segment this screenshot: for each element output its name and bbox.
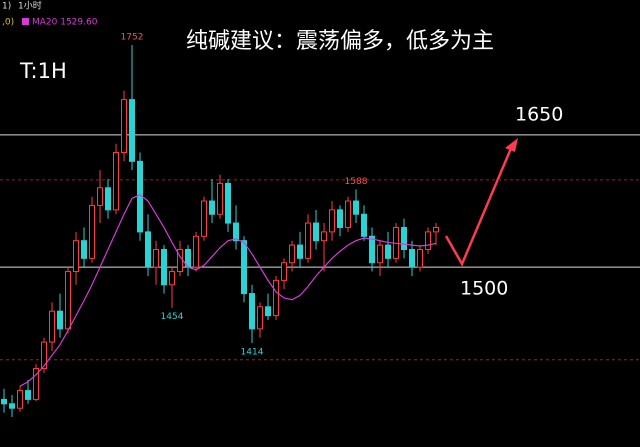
candle-body — [297, 244, 303, 259]
candle-body — [169, 271, 175, 286]
candle-body — [289, 244, 295, 264]
ma-line — [19, 194, 437, 387]
candle-body — [225, 182, 231, 224]
arrow — [444, 145, 514, 267]
candle-body — [409, 249, 415, 268]
candle-body — [353, 200, 359, 215]
timeframe: T:1H — [19, 59, 67, 83]
candle-body — [345, 200, 351, 228]
level-label: 1650 — [515, 103, 563, 125]
candle-body — [129, 99, 135, 162]
level-label: 1500 — [460, 278, 508, 300]
candle-body — [81, 240, 87, 259]
candle-body — [73, 240, 79, 273]
candle-body — [377, 244, 383, 264]
candle-body — [17, 390, 23, 409]
candle-body — [249, 293, 255, 330]
high-label: 1752 — [121, 32, 144, 42]
candle-body — [273, 279, 279, 317]
candle-body — [209, 200, 215, 215]
candle-body — [9, 403, 15, 409]
candle-body — [25, 390, 31, 400]
candle-body — [33, 368, 39, 400]
candle-body — [57, 310, 63, 330]
icon — [22, 18, 29, 25]
tab[interactable]: 1) — [2, 2, 11, 12]
arrow-head — [505, 138, 518, 152]
high-label: 1588 — [345, 177, 368, 187]
candle-body — [257, 306, 263, 330]
candle-body — [401, 226, 407, 251]
candle-body — [233, 222, 239, 242]
candle-body — [1, 398, 7, 405]
candle-body — [305, 222, 311, 259]
tab[interactable]: 1小时 — [18, 0, 42, 12]
chart-title: 纯碱建议：震荡偏多，低多为主 — [186, 29, 494, 54]
candle-body — [417, 249, 423, 268]
candle-body — [193, 235, 199, 268]
candle-body — [337, 209, 343, 228]
candle-body — [329, 209, 335, 233]
candle-body — [201, 200, 207, 237]
ma-label: MA20 1529.60 — [32, 18, 98, 28]
candle-body — [281, 262, 287, 281]
candle-body — [105, 187, 111, 211]
candle-body — [265, 306, 271, 317]
candle-body — [385, 244, 391, 259]
candle-body — [161, 249, 167, 286]
candle-body — [321, 231, 327, 242]
candle-body — [121, 99, 127, 154]
candle-body — [313, 222, 319, 242]
candle-body — [49, 310, 55, 343]
candle-body — [97, 187, 103, 206]
candle-body — [369, 235, 375, 264]
candle-body — [113, 152, 119, 211]
candle-body — [425, 231, 431, 251]
candle-body — [89, 204, 95, 259]
low-label: 1414 — [241, 347, 264, 357]
params: ,0) — [2, 18, 14, 28]
candle-body — [153, 249, 159, 268]
candle-body — [41, 341, 47, 370]
candle-body — [145, 231, 151, 268]
candle-body — [433, 226, 439, 233]
candle-body — [241, 240, 247, 295]
low-label: 1454 — [161, 312, 184, 322]
candle-body — [217, 182, 223, 215]
candle-body — [361, 213, 367, 237]
candle-body — [65, 271, 71, 330]
